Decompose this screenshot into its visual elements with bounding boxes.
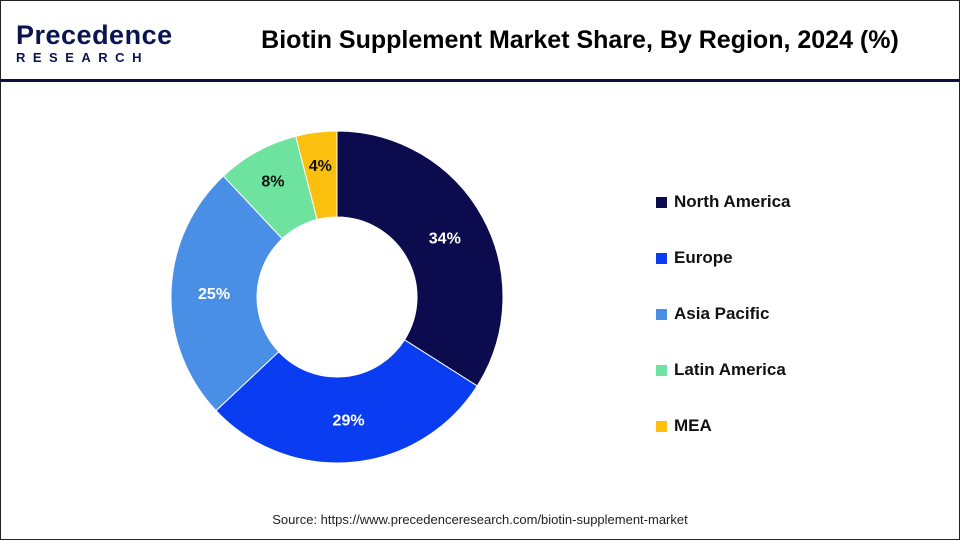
legend-label: North America (674, 192, 791, 211)
logo: Precedence RESEARCH (16, 20, 173, 66)
chart-title: Biotin Supplement Market Share, By Regio… (261, 26, 899, 54)
donut-chart: 34% 29% 25% 8% 4% (170, 130, 504, 464)
legend-label: MEA (674, 416, 712, 435)
slice-asia-pacific (170, 175, 283, 412)
legend-label: Asia Pacific (674, 304, 770, 323)
data-label: 4% (309, 158, 332, 175)
legend-item: Latin America (656, 342, 791, 398)
slice-north-america (336, 130, 504, 387)
legend-item: North America (656, 174, 791, 230)
legend-label: Latin America (674, 360, 786, 379)
legend-swatch (656, 364, 667, 376)
legend-label: Europe (674, 248, 733, 267)
slice-europe (215, 339, 478, 464)
source-text: Source: https://www.precedenceresearch.c… (272, 512, 688, 527)
legend-item: Europe (656, 230, 791, 286)
legend-item: MEA (656, 398, 791, 454)
legend-item: Asia Pacific (656, 286, 791, 342)
data-label: 29% (333, 412, 365, 429)
legend: North America Europe Asia Pacific Latin Ame… (656, 174, 791, 454)
legend-swatch (656, 420, 667, 432)
data-label: 34% (429, 231, 461, 248)
data-label: 8% (261, 173, 284, 190)
data-label: 25% (198, 286, 230, 303)
header-divider (0, 79, 960, 82)
slice-mea (295, 130, 338, 221)
legend-swatch (656, 308, 667, 320)
logo-top-text: Precedence (16, 20, 173, 50)
legend-swatch (656, 252, 667, 264)
legend-swatch (656, 196, 667, 208)
logo-bottom-text: RESEARCH (16, 50, 149, 65)
